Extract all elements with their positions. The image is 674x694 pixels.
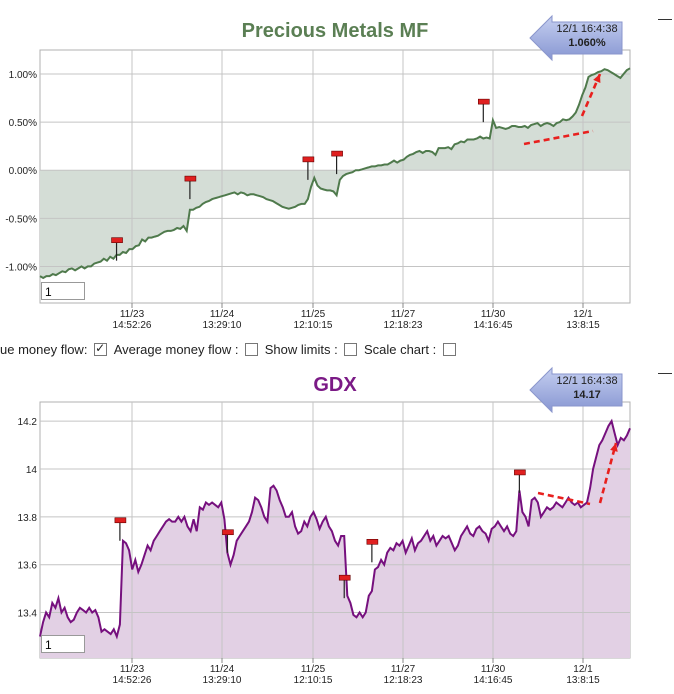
series-line [39, 67, 631, 280]
tooltip-top-time: 12/1 16:4:38 [556, 23, 618, 35]
event-flag [302, 156, 315, 163]
tooltip-bottom: 12/1 16:4:38 14.17 [528, 366, 624, 414]
y-tick-label: 0.00% [9, 166, 37, 177]
precious-metals-chart: 1.00% 0.50% 0.00% -0.50% -1.00% 11/2314:52:26… [5, 49, 631, 331]
x-tick-date: 11/23 [120, 309, 145, 320]
event-flag [366, 538, 379, 545]
tooltip-bottom-time: 12/1 16:4:38 [556, 375, 618, 387]
tooltip-top-value: 1.060% [568, 37, 606, 49]
x-tick-time: 12:10:15 [294, 320, 333, 331]
x-tick-date: 11/30 [481, 309, 506, 320]
x-tick-time: 13:8:15 [566, 320, 600, 331]
y-tick-label: 0.50% [9, 118, 37, 129]
x-tick-date: 11/27 [391, 309, 416, 320]
chart-title-precious-metals: Precious Metals MF [241, 20, 429, 42]
event-flag [222, 529, 234, 536]
x-tick-time: 14:16:45 [474, 675, 513, 686]
extra-checkbox[interactable] [442, 343, 456, 357]
x-tick-time: 12:18:23 [384, 320, 423, 331]
show-limits-checkbox[interactable] [245, 343, 259, 357]
tooltip-arrow-shape [529, 14, 623, 62]
area-fill [40, 421, 630, 658]
y-tick-label: -0.50% [5, 214, 37, 225]
annotation-arrowhead [593, 74, 601, 83]
y-tick-label: 1.00% [9, 70, 37, 81]
chart-controls: ue money flow: Average money flow : Show… [0, 341, 459, 357]
event-flag [338, 574, 351, 581]
annotation-dashed-line [537, 491, 591, 506]
event-flag [114, 517, 127, 524]
tooltip-top: 12/1 16:4:38 1.060% [528, 14, 624, 62]
tooltip-arrow-shape [529, 366, 623, 414]
annotation-dashed-line [598, 442, 618, 504]
x-tick-date: 11/25 [301, 664, 326, 675]
x-tick-time: 13:29:10 [203, 320, 242, 331]
x-tick-date: 11/23 [120, 664, 145, 675]
x-tick-date: 11/24 [210, 664, 235, 675]
series-line [39, 418, 631, 640]
y-tick-label: 14.2 [18, 417, 38, 428]
x-tick-time: 12:18:23 [384, 675, 423, 686]
corner-dash-bottom [658, 373, 672, 374]
period-input-top[interactable]: 1 [41, 282, 85, 300]
corner-dash-top [658, 19, 672, 20]
true-money-flow-label: ue money flow: [0, 342, 88, 358]
x-tick-time: 13:8:15 [566, 675, 600, 686]
show-limits-label: Show limits : [264, 342, 338, 358]
x-tick-time: 12:10:15 [294, 675, 333, 686]
x-tick-time: 14:16:45 [474, 320, 513, 331]
x-tick-date: 12/1 [573, 664, 593, 675]
scale-chart-checkbox[interactable] [344, 343, 358, 357]
x-tick-date: 11/27 [391, 664, 416, 675]
x-tick-date: 11/24 [210, 309, 235, 320]
y-tick-label: 13.6 [18, 561, 38, 572]
y-tick-label: 13.4 [18, 609, 38, 620]
x-tick-time: 14:52:26 [113, 320, 152, 331]
tooltip-bottom-value: 14.17 [573, 389, 601, 401]
x-tick-time: 14:52:26 [113, 675, 152, 686]
scale-chart-label: Scale chart : [363, 342, 437, 358]
event-flag [111, 237, 123, 243]
x-tick-date: 12/1 [573, 309, 593, 320]
y-tick-label: 13.8 [18, 513, 38, 524]
x-tick-date: 11/25 [301, 309, 326, 320]
x-tick-time: 13:29:10 [203, 675, 242, 686]
average-money-flow-checkbox[interactable] [94, 341, 108, 357]
y-tick-label: -1.00% [5, 262, 37, 273]
x-tick-date: 11/30 [481, 664, 506, 675]
event-flag [477, 98, 490, 105]
y-tick-label: 14 [26, 465, 38, 476]
annotation-arrowhead [610, 443, 618, 452]
event-flag [514, 469, 526, 476]
event-flag [331, 150, 343, 157]
chart-title-gdx: GDX [313, 374, 357, 396]
event-flag [184, 175, 197, 182]
average-money-flow-label: Average money flow : [113, 342, 239, 358]
annotation-dashed-line [523, 129, 594, 146]
period-input-bottom[interactable]: 1 [41, 635, 85, 653]
annotation-dashed-line [580, 73, 602, 117]
